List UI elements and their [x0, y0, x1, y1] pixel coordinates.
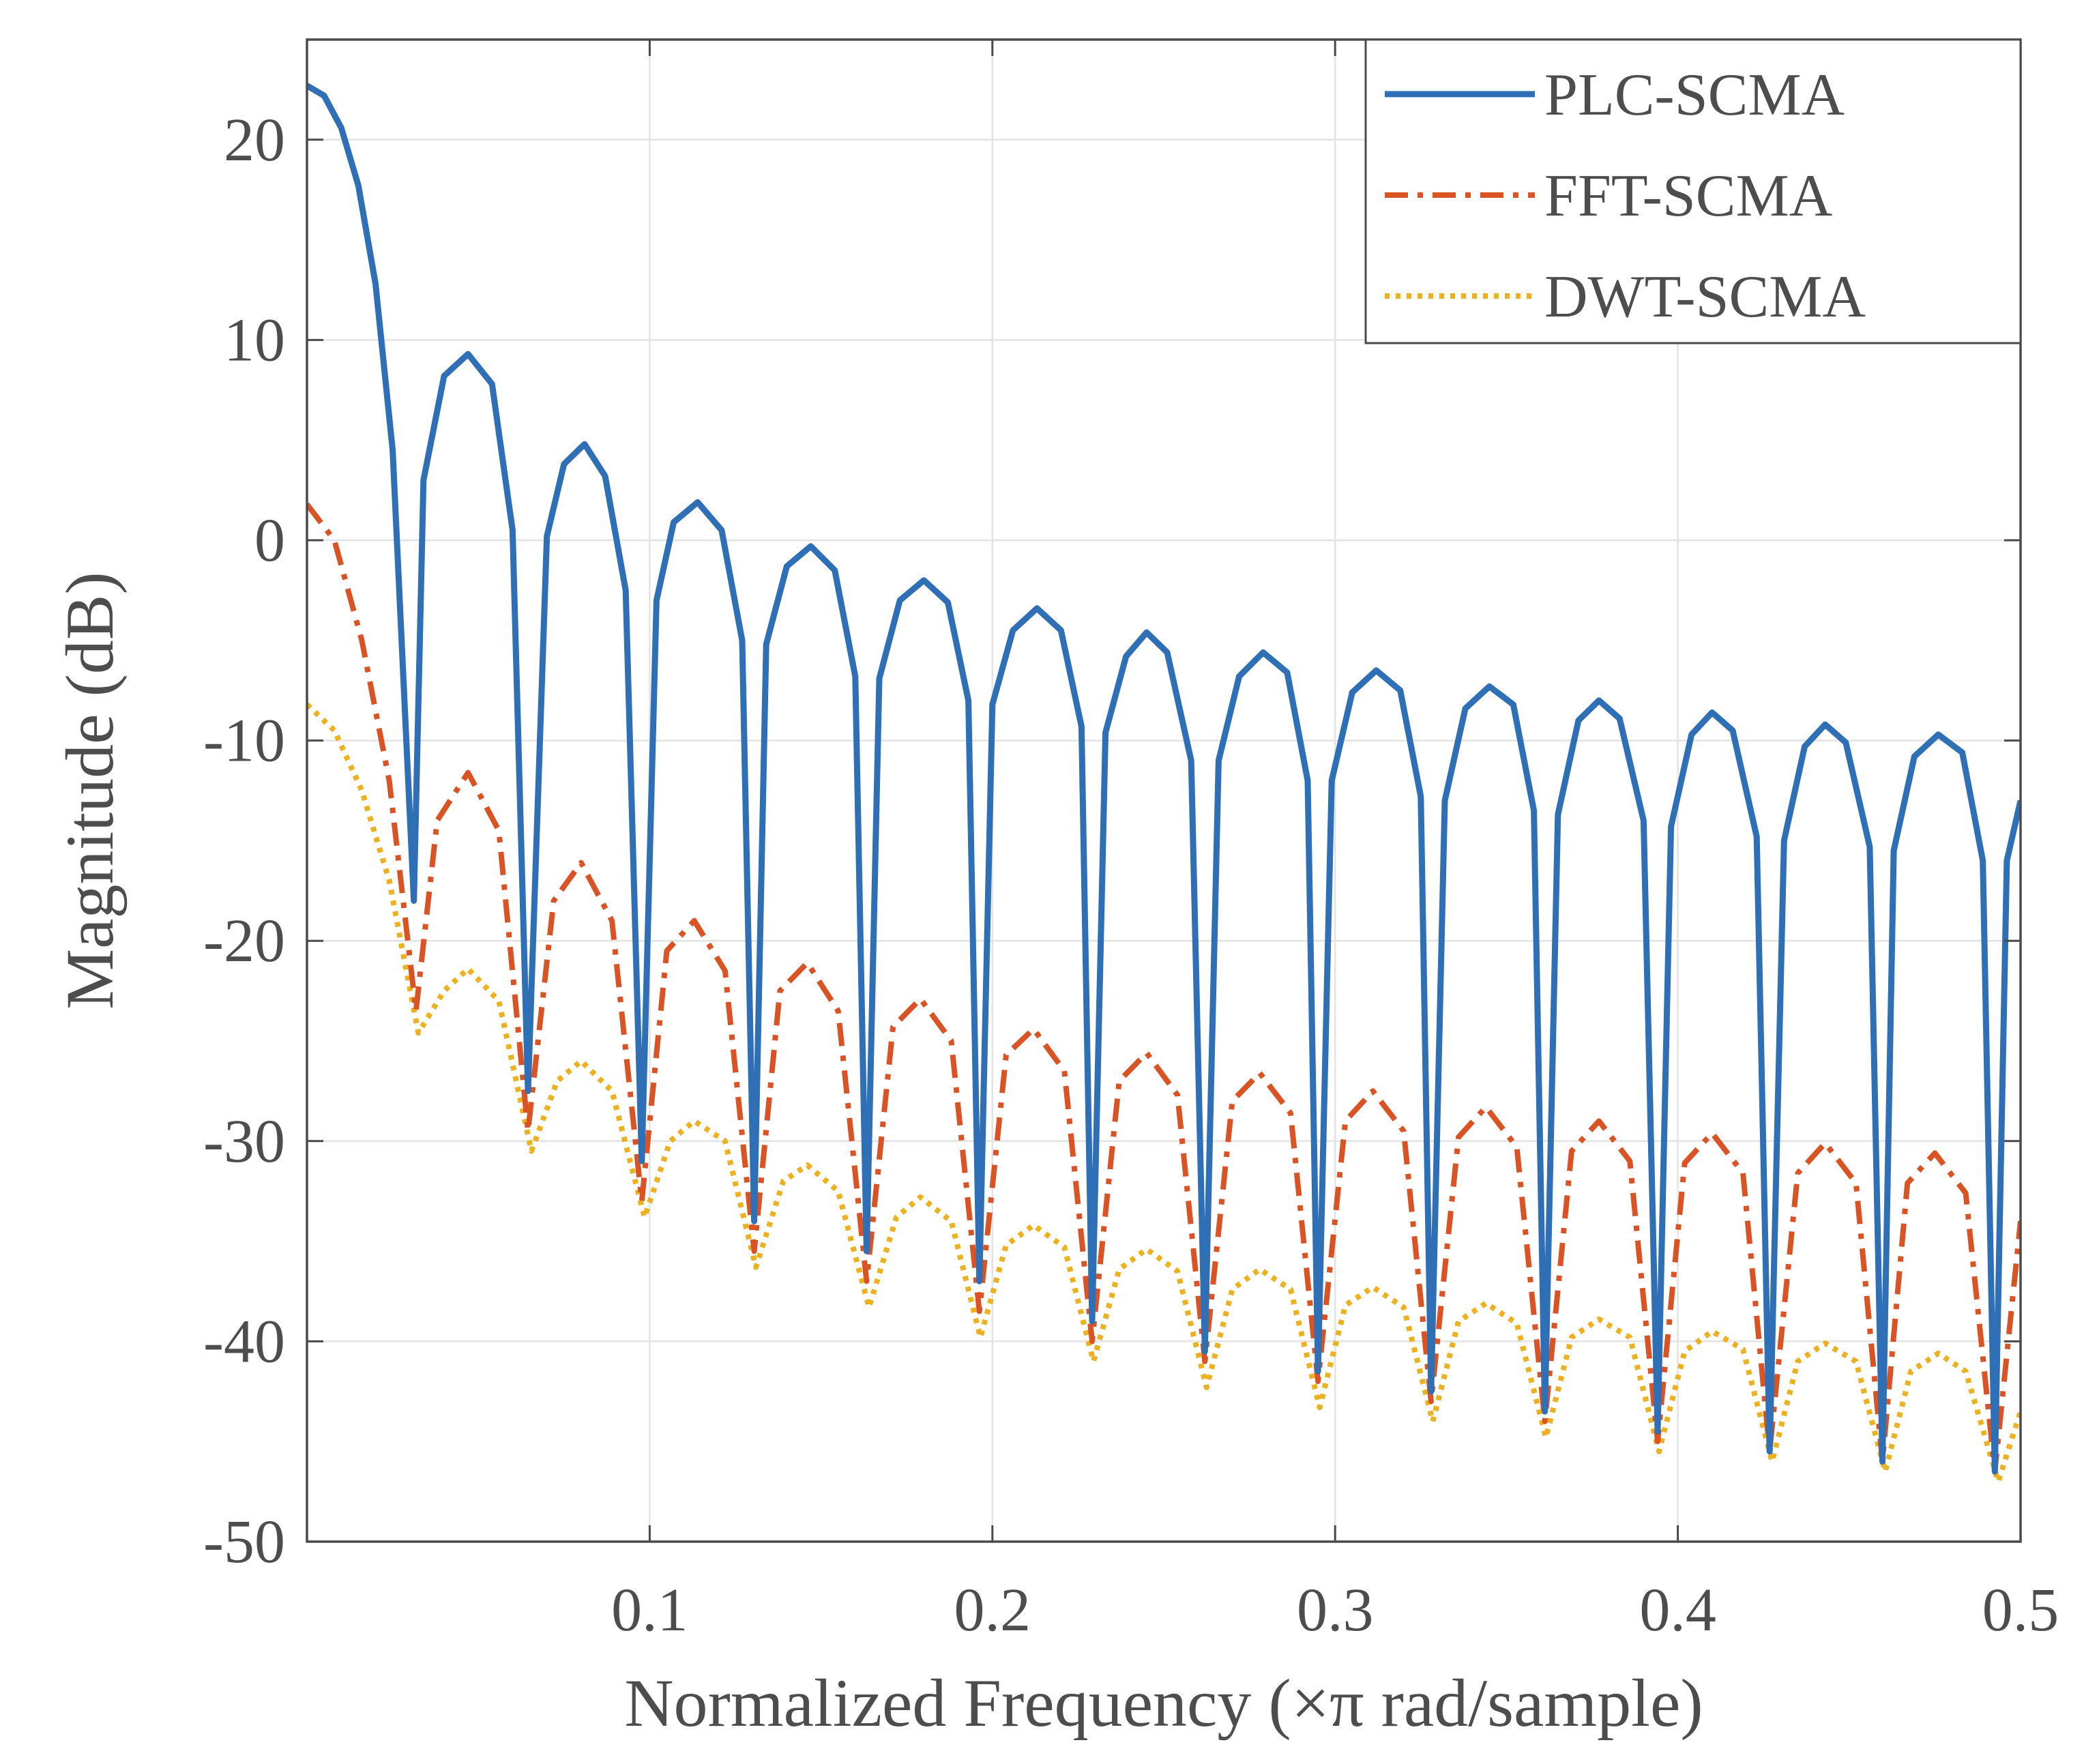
- series-line-plc-scma: [307, 83, 2021, 1475]
- series-line-fft-scma: [307, 502, 2021, 1475]
- legend-label-plc-scma: PLC-SCMA: [1544, 62, 1845, 128]
- x-tick-label: 0.1: [611, 1576, 688, 1644]
- y-tick-label: 20: [224, 106, 285, 174]
- y-tick-label: 0: [254, 507, 285, 574]
- y-tick-label: -20: [203, 907, 285, 975]
- y-tick-label: 10: [224, 306, 285, 374]
- x-tick-label: 0.5: [1982, 1576, 2059, 1644]
- legend-label-fft-scma: FFT-SCMA: [1544, 163, 1832, 229]
- x-tick-label: 0.4: [1639, 1576, 1716, 1644]
- series-line-dwt-scma: [307, 702, 2021, 1484]
- legend-label-dwt-scma: DWT-SCMA: [1544, 264, 1866, 330]
- y-tick-label: -40: [203, 1308, 285, 1375]
- x-tick-label: 0.3: [1297, 1576, 1374, 1644]
- plot-series: [307, 83, 2021, 1484]
- y-axis-label: Magnitude (dB): [52, 572, 128, 1010]
- y-tick-label: -30: [203, 1108, 285, 1175]
- x-axis-label: Normalized Frequency (×π rad/sample): [624, 1665, 1703, 1741]
- y-tick-label: -50: [203, 1508, 285, 1576]
- legend-box: [1364, 38, 2022, 344]
- axes-frame: [306, 38, 2022, 1543]
- legend: PLC-SCMA FFT-SCMA DWT-SCMA: [1364, 38, 2022, 344]
- x-tick-label: 0.2: [954, 1576, 1031, 1644]
- y-tick-label: -10: [203, 707, 285, 775]
- axis-ticks: 0.1 0.2 0.3 0.4 0.5 -50 -40 -30 -20 -10 0 10 20: [203, 40, 2059, 1644]
